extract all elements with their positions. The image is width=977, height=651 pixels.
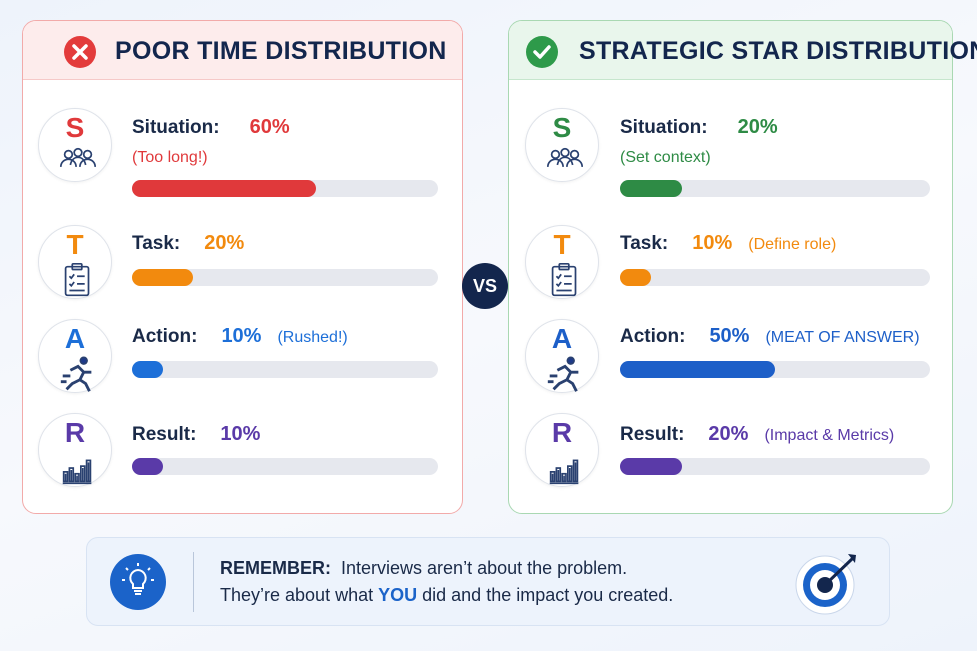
row-letter: A (551, 323, 573, 354)
bar (620, 269, 651, 286)
row-value: 20% (708, 423, 749, 445)
row-label: Situation: (132, 117, 220, 138)
bar (132, 269, 194, 286)
row-header: Action: 50% (MEAT OF ANSWER) (620, 325, 920, 348)
bar (132, 458, 163, 475)
icon-circle (525, 225, 599, 299)
row-letter: R (551, 417, 573, 448)
reminder-text: Interviews aren’t about the problem. (341, 558, 628, 578)
panel-header (23, 21, 462, 80)
bar (620, 361, 775, 378)
row-icon (62, 459, 92, 485)
row-header: Result: 10% (132, 423, 260, 446)
row-note: (MEAT OF ANSWER) (765, 329, 920, 346)
row-label: Action: (620, 326, 686, 347)
bar-track (620, 180, 930, 197)
row-icon (546, 147, 584, 167)
row-note: (Too long!) (132, 149, 208, 166)
icon-circle (38, 319, 112, 393)
row-value: 10% (692, 232, 733, 254)
row-letter: T (553, 229, 571, 260)
row-value: 20% (204, 232, 245, 254)
row-icon (59, 147, 97, 167)
row-label: Action: (132, 326, 198, 347)
row-header: Action: 10% (Rushed!) (132, 325, 348, 348)
icon-circle (38, 108, 112, 182)
reminder-box: REMEMBER: Interviews aren’t about the pr… (86, 537, 890, 626)
reminder-emphasis: YOU (378, 585, 418, 605)
row-header: Result: 20% (Impact & Metrics) (620, 423, 894, 446)
panel-header (509, 21, 952, 80)
row-value: 10% (221, 325, 262, 347)
icon-circle (525, 108, 599, 182)
row-letter: T (66, 229, 84, 260)
row-header: Task: 20% (132, 232, 244, 255)
row-label: Situation: (620, 117, 708, 138)
reminder-heading: REMEMBER: (220, 558, 331, 578)
row-letter: R (64, 417, 86, 448)
bar (132, 361, 163, 378)
bar-track (132, 361, 438, 378)
row-icon (547, 356, 579, 392)
bar-track (620, 458, 930, 475)
bar-track (132, 180, 438, 197)
row-icon (549, 459, 579, 485)
bar-track (132, 458, 438, 475)
row-note: (Rushed!) (277, 329, 348, 346)
vs-badge: VS (462, 263, 508, 309)
bar-track (620, 361, 930, 378)
row-letter: A (64, 323, 86, 354)
row-value: 10% (220, 423, 261, 445)
row-icon (60, 356, 92, 392)
row-value: 60% (249, 116, 290, 138)
icon-circle (38, 225, 112, 299)
bar (132, 180, 316, 197)
bar-track (620, 269, 930, 286)
row-label: Task: (620, 233, 669, 254)
divider (193, 552, 194, 612)
row-note: (Impact & Metrics) (764, 427, 895, 444)
panel-title: POOR TIME DISTRIBUTION (115, 37, 447, 65)
row-header: Task: 10% (Define role) (620, 232, 836, 255)
target-icon (795, 554, 856, 615)
row-value: 50% (709, 325, 750, 347)
check-icon (526, 36, 558, 68)
row-note: (Define role) (748, 236, 837, 253)
bar-track (132, 269, 438, 286)
row-header: Situation: 20% (620, 116, 778, 139)
reminder-line: They’re about what YOU did and the impac… (220, 585, 673, 606)
row-icon (551, 262, 577, 297)
row-letter: S (65, 112, 85, 143)
row-label: Result: (132, 424, 197, 445)
row-label: Task: (132, 233, 181, 254)
bar (620, 180, 682, 197)
bar (620, 458, 682, 475)
row-note: (Set context) (620, 149, 711, 166)
row-letter: S (552, 112, 572, 143)
x-icon (64, 36, 96, 68)
row-icon (64, 262, 90, 297)
panel-title: STRATEGIC STAR DISTRIBUTION (579, 37, 977, 65)
bulb-icon (110, 554, 166, 610)
reminder-text: did and the impact you created. (422, 585, 674, 605)
reminder-text: They’re about what (220, 585, 374, 605)
row-value: 20% (737, 116, 778, 138)
reminder-line: REMEMBER: Interviews aren’t about the pr… (220, 558, 627, 579)
row-label: Result: (620, 424, 685, 445)
row-header: Situation: 60% (132, 116, 290, 139)
